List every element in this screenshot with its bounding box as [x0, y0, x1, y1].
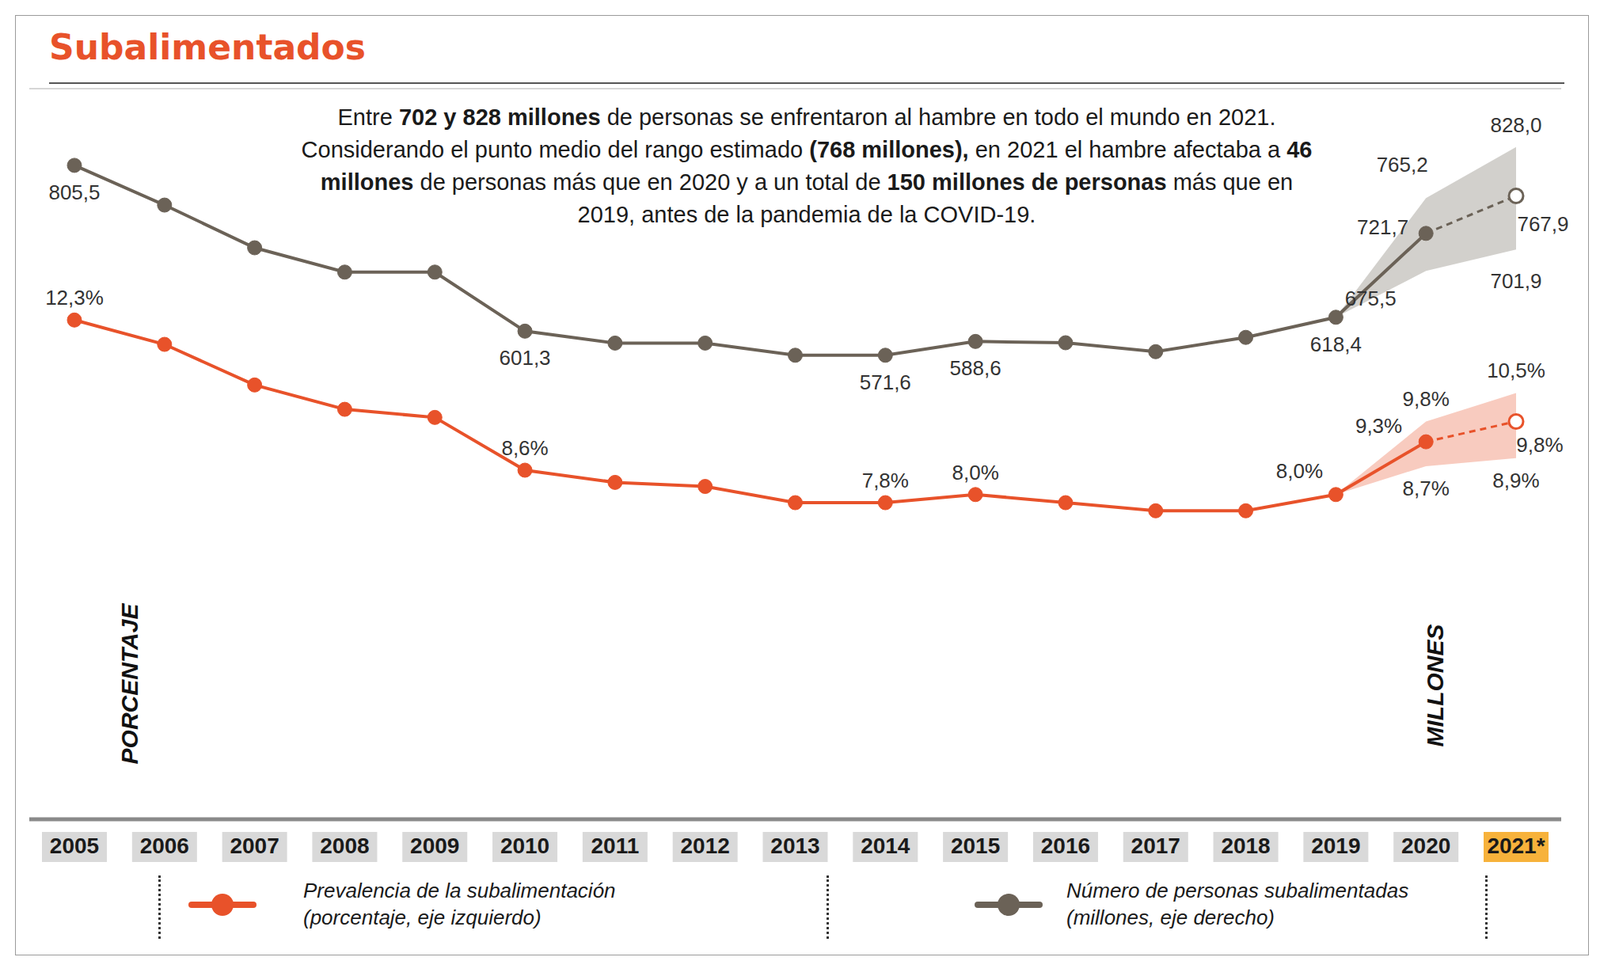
- svg-text:2009: 2009: [410, 833, 460, 859]
- svg-text:2016: 2016: [1041, 833, 1091, 859]
- svg-text:767,9: 767,9: [1516, 212, 1569, 236]
- html-text:(millones, eje derecho): (millones, eje derecho): [1066, 905, 1275, 930]
- svg-text:2017: 2017: [1131, 833, 1181, 859]
- svg-text:8,7%: 8,7%: [1402, 476, 1450, 501]
- svg-text:2020: 2020: [1401, 833, 1451, 859]
- svg-text:8,0%: 8,0%: [951, 460, 999, 485]
- svg-text:2005: 2005: [49, 833, 99, 859]
- svg-text:2008: 2008: [319, 833, 369, 859]
- svg-text:675,5: 675,5: [1345, 286, 1397, 311]
- html-text:Entre 702 y 828 millones de pe: Entre 702 y 828 millones de personas se …: [301, 104, 1313, 228]
- svg-text:571,6: 571,6: [859, 370, 912, 395]
- svg-text:2014: 2014: [860, 833, 911, 859]
- svg-text:2018: 2018: [1220, 833, 1270, 859]
- svg-text:2011: 2011: [591, 833, 640, 859]
- svg-text:10,5%: 10,5%: [1486, 358, 1546, 383]
- svg-text:12,3%: 12,3%: [45, 285, 104, 310]
- svg-text:721,7: 721,7: [1356, 215, 1409, 240]
- svg-text:805,5: 805,5: [48, 180, 100, 205]
- svg-text:9,3%: 9,3%: [1355, 414, 1403, 438]
- svg-text:8,9%: 8,9%: [1492, 468, 1540, 493]
- svg-text:2021*: 2021*: [1486, 833, 1545, 859]
- svg-text:2007: 2007: [229, 833, 279, 859]
- svg-text:701,9: 701,9: [1489, 269, 1542, 293]
- svg-text:7,8%: 7,8%: [862, 468, 909, 493]
- svg-text:601,3: 601,3: [499, 345, 552, 370]
- html-text:(porcentaje, eje izquierdo): (porcentaje, eje izquierdo): [303, 905, 542, 930]
- html-text:MILLONES: MILLONES: [1421, 624, 1448, 747]
- html-text:Subalimentados: Subalimentados: [49, 26, 366, 68]
- svg-text:618,4: 618,4: [1310, 332, 1362, 357]
- svg-text:765,2: 765,2: [1376, 152, 1429, 177]
- svg-text:8,0%: 8,0%: [1276, 459, 1323, 483]
- svg-text:9,8%: 9,8%: [1516, 433, 1563, 457]
- svg-text:2006: 2006: [140, 833, 190, 859]
- svg-text:588,6: 588,6: [950, 356, 1002, 381]
- svg-text:828,0: 828,0: [1489, 113, 1542, 137]
- svg-text:2015: 2015: [950, 833, 1000, 859]
- svg-text:2010: 2010: [500, 833, 550, 859]
- svg-text:9,8%: 9,8%: [1402, 387, 1450, 411]
- svg-text:2012: 2012: [680, 833, 730, 859]
- svg-text:2013: 2013: [770, 833, 820, 859]
- html-text:Prevalencia de la subalimentac: Prevalencia de la subalimentación: [303, 878, 616, 903]
- html-text:Número de personas subalimenta: Número de personas subalimentadas: [1066, 878, 1409, 903]
- svg-text:2019: 2019: [1311, 833, 1361, 859]
- html-text:PORCENTAJE: PORCENTAJE: [116, 603, 143, 765]
- svg-text:8,6%: 8,6%: [501, 436, 548, 460]
